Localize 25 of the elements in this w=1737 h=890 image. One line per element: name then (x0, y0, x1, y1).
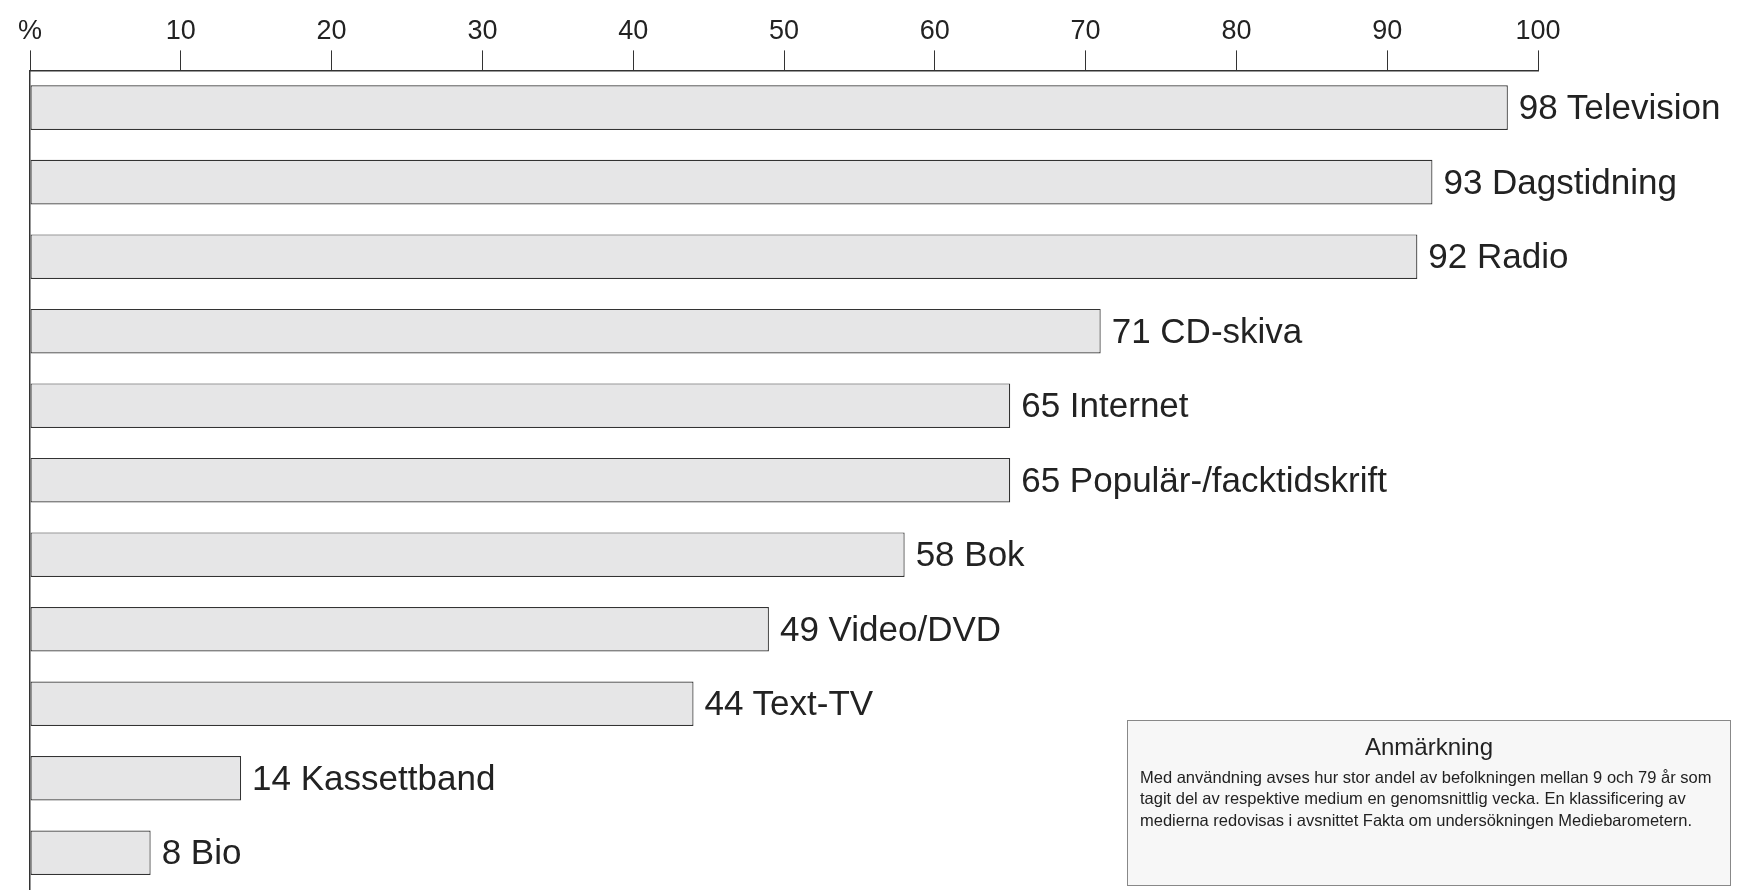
data-label: 49 Video/DVD (779, 608, 1002, 648)
x-tick-label: 80 (1221, 14, 1252, 45)
data-label: 93 Dagstidning (1443, 161, 1677, 201)
data-label: 58 Bok (915, 534, 1026, 574)
data-label: 65 Internet (1021, 385, 1189, 425)
annotation: Med användning avses hur stor andel av befolkningen mellan 9 och 79 år som tagit del av respektive medium en genomsnittlig vecka. En klassificering av medierna redovisas i avsnittet Fakta om undersökningen Mediebarometern. (1140, 767, 1713, 831)
note-box: Anmärkning Med användning avses hur stor andel av befolkningen mellan 9 och 79 år som tagit del av respektive medium en genomsnittlig vecka. En klassificering av medierna redovisas i avsnittet Fakta om undersökningen Mediebarometern. (1127, 720, 1731, 886)
x-tick-label: 20 (316, 14, 347, 45)
x-tick-label: 100 (1515, 14, 1561, 45)
data-label: 14 Kassettband (252, 757, 496, 797)
x-tick-label: 10 (165, 14, 196, 45)
data-label: 8 Bio (161, 832, 242, 872)
x-tick-label: % (17, 14, 43, 45)
data-label: 98 Television (1518, 87, 1721, 127)
data-label: 44 Text-TV (704, 683, 874, 723)
data-label: 92 Radio (1428, 236, 1569, 276)
x-tick-label: 30 (467, 14, 498, 45)
x-tick-label: 70 (1070, 14, 1101, 45)
annotation: Anmärkning (1363, 733, 1495, 761)
x-tick-label: 50 (768, 14, 800, 45)
x-tick-label: 40 (618, 14, 649, 45)
data-label: 71 CD-skiva (1111, 310, 1303, 350)
x-tick-label: 90 (1372, 14, 1403, 45)
data-label: 65 Populär-/facktidskrift (1021, 459, 1388, 499)
x-tick-label: 60 (919, 14, 950, 45)
